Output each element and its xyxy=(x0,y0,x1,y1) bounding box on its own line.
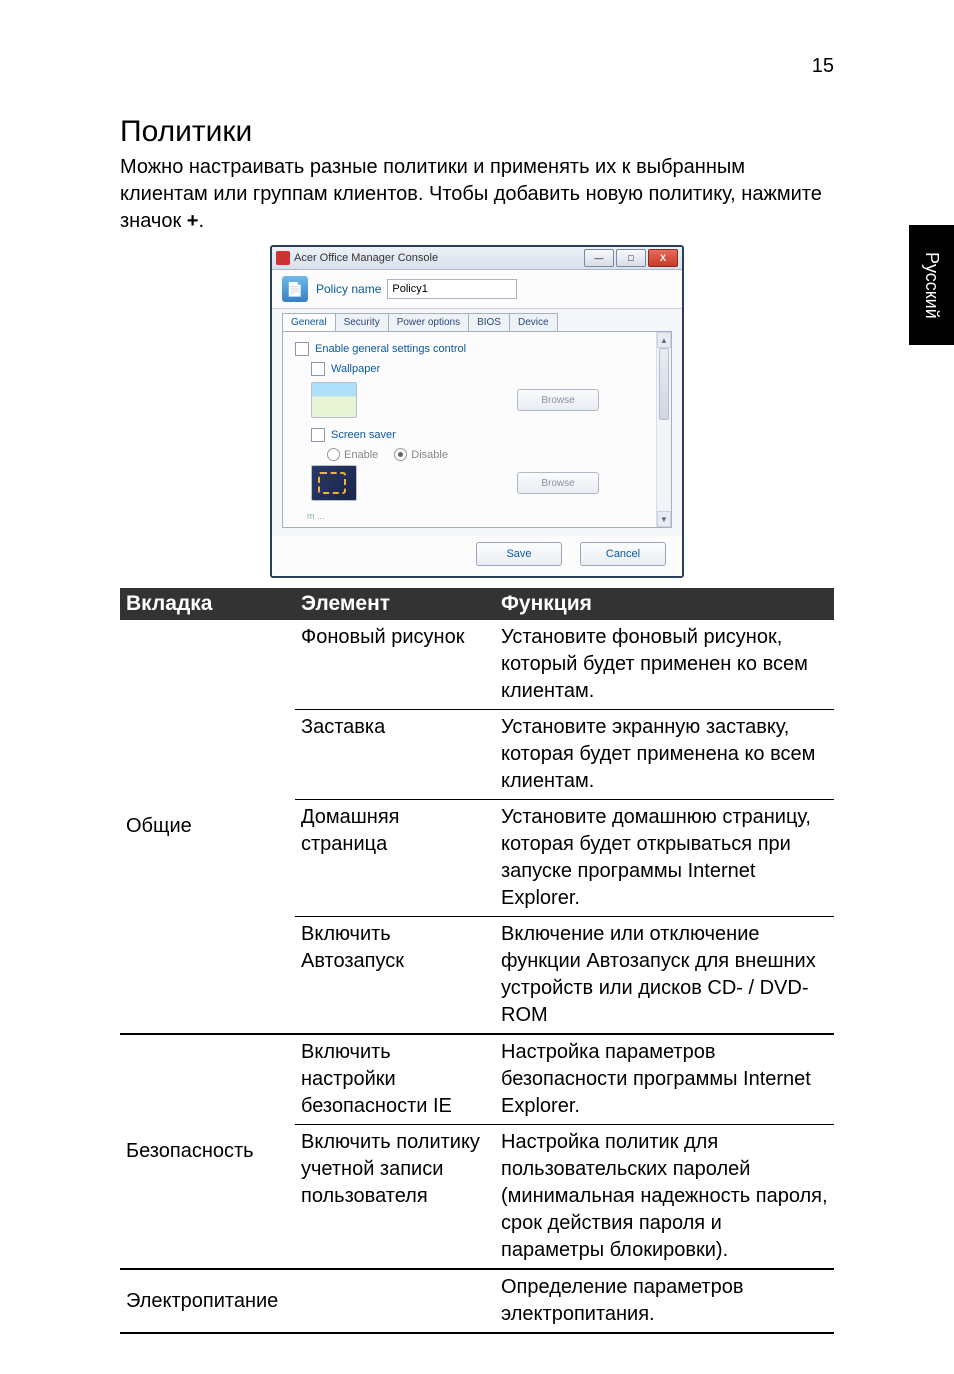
element-cell: Заставка xyxy=(295,710,495,800)
function-cell: Установите фоновый рисунок, который буде… xyxy=(495,620,834,710)
dialog-footer: Save Cancel xyxy=(272,536,682,576)
collapsed-indicator: m ... xyxy=(307,511,659,521)
enable-radio-label: Enable xyxy=(344,449,378,461)
function-cell: Определение параметров электропитания. xyxy=(495,1269,834,1333)
tab-general[interactable]: General xyxy=(282,313,336,331)
policy-icon: 📄 xyxy=(282,276,308,302)
wallpaper-thumbnail xyxy=(311,382,357,418)
element-cell: Фоновый рисунок xyxy=(295,620,495,710)
content-scrollbar[interactable]: ▲ ▼ xyxy=(656,332,671,527)
scroll-up-arrow[interactable]: ▲ xyxy=(657,332,671,348)
col-header-function: Функция xyxy=(495,588,834,620)
tab-power-options[interactable]: Power options xyxy=(388,313,469,331)
policy-content: Enable general settings control Wallpape… xyxy=(282,331,672,528)
table-header-row: Вкладка Элемент Функция xyxy=(120,588,834,620)
app-icon xyxy=(276,251,290,265)
function-cell: Установите экранную заставку, которая бу… xyxy=(495,710,834,800)
element-cell: Включить Автозапуск xyxy=(295,917,495,1035)
screenshot-window: Acer Office Manager Console — □ X 📄 Poli… xyxy=(270,245,684,578)
policies-table: Вкладка Элемент Функция Общие Фоновый ри… xyxy=(120,588,834,1334)
wallpaper-row: Wallpaper xyxy=(311,362,659,376)
enable-general-label: Enable general settings control xyxy=(315,343,466,355)
wallpaper-checkbox[interactable] xyxy=(311,362,325,376)
function-cell: Включение или отключение функции Автозап… xyxy=(495,917,834,1035)
function-cell: Установите домашнюю страницу, которая бу… xyxy=(495,800,834,917)
section-title: Политики xyxy=(120,115,834,149)
scroll-thumb[interactable] xyxy=(659,348,669,420)
enable-general-checkbox[interactable] xyxy=(295,342,309,356)
intro-paragraph: Можно настраивать разные политики и прим… xyxy=(120,154,834,235)
wallpaper-label: Wallpaper xyxy=(331,363,380,375)
plus-symbol: + xyxy=(187,210,199,232)
window-titlebar: Acer Office Manager Console — □ X xyxy=(272,247,682,270)
policy-name-label: Policy name xyxy=(316,282,381,296)
tab-device[interactable]: Device xyxy=(509,313,558,331)
table-row: Электропитание Определение параметров эл… xyxy=(120,1269,834,1333)
function-cell: Настройка параметров безопасности програ… xyxy=(495,1034,834,1125)
enable-radio[interactable] xyxy=(327,448,340,461)
screensaver-thumbnail xyxy=(311,465,357,501)
window-title: Acer Office Manager Console xyxy=(294,252,584,264)
screensaver-label: Screen saver xyxy=(331,429,396,441)
wallpaper-preview-row: Browse xyxy=(311,382,659,418)
wallpaper-browse-button[interactable]: Browse xyxy=(517,389,599,411)
tab-security[interactable]: Security xyxy=(335,313,389,331)
policy-name-input[interactable] xyxy=(387,279,517,299)
disable-radio-label: Disable xyxy=(411,449,448,461)
page-number: 15 xyxy=(812,55,834,78)
policy-name-row: 📄 Policy name xyxy=(272,270,682,309)
element-cell xyxy=(295,1269,495,1333)
tab-cell-security: Безопасность xyxy=(120,1034,295,1269)
window-buttons: — □ X xyxy=(584,249,678,267)
tab-bios[interactable]: BIOS xyxy=(468,313,510,331)
enable-general-row: Enable general settings control xyxy=(295,342,659,356)
element-cell: Включить настройки безопасности IE xyxy=(295,1034,495,1125)
screensaver-radio-row: Enable Disable xyxy=(327,448,659,461)
save-button[interactable]: Save xyxy=(476,542,562,566)
element-cell: Включить политику учетной записи пользов… xyxy=(295,1125,495,1270)
cancel-button[interactable]: Cancel xyxy=(580,542,666,566)
language-tab: Русский xyxy=(909,225,954,345)
disable-radio[interactable] xyxy=(394,448,407,461)
intro-text: Можно настраивать разные политики и прим… xyxy=(120,156,822,232)
minimize-button[interactable]: — xyxy=(584,249,614,267)
element-cell: Домашняя страница xyxy=(295,800,495,917)
screensaver-preview-row: Browse xyxy=(311,465,659,501)
maximize-button[interactable]: □ xyxy=(616,249,646,267)
close-button[interactable]: X xyxy=(648,249,678,267)
intro-period: . xyxy=(198,210,204,232)
screensaver-browse-button[interactable]: Browse xyxy=(517,472,599,494)
function-cell: Настройка политик для пользовательских п… xyxy=(495,1125,834,1270)
col-header-tab: Вкладка xyxy=(120,588,295,620)
screensaver-checkbox[interactable] xyxy=(311,428,325,442)
table-row: Общие Фоновый рисунок Установите фоновый… xyxy=(120,620,834,710)
tab-cell-power: Электропитание xyxy=(120,1269,295,1333)
policy-tabs: General Security Power options BIOS Devi… xyxy=(282,313,672,331)
tab-cell-general: Общие xyxy=(120,620,295,1034)
col-header-element: Элемент xyxy=(295,588,495,620)
table-row: Безопасность Включить настройки безопасн… xyxy=(120,1034,834,1125)
screensaver-row: Screen saver xyxy=(311,428,659,442)
scroll-down-arrow[interactable]: ▼ xyxy=(657,511,671,527)
